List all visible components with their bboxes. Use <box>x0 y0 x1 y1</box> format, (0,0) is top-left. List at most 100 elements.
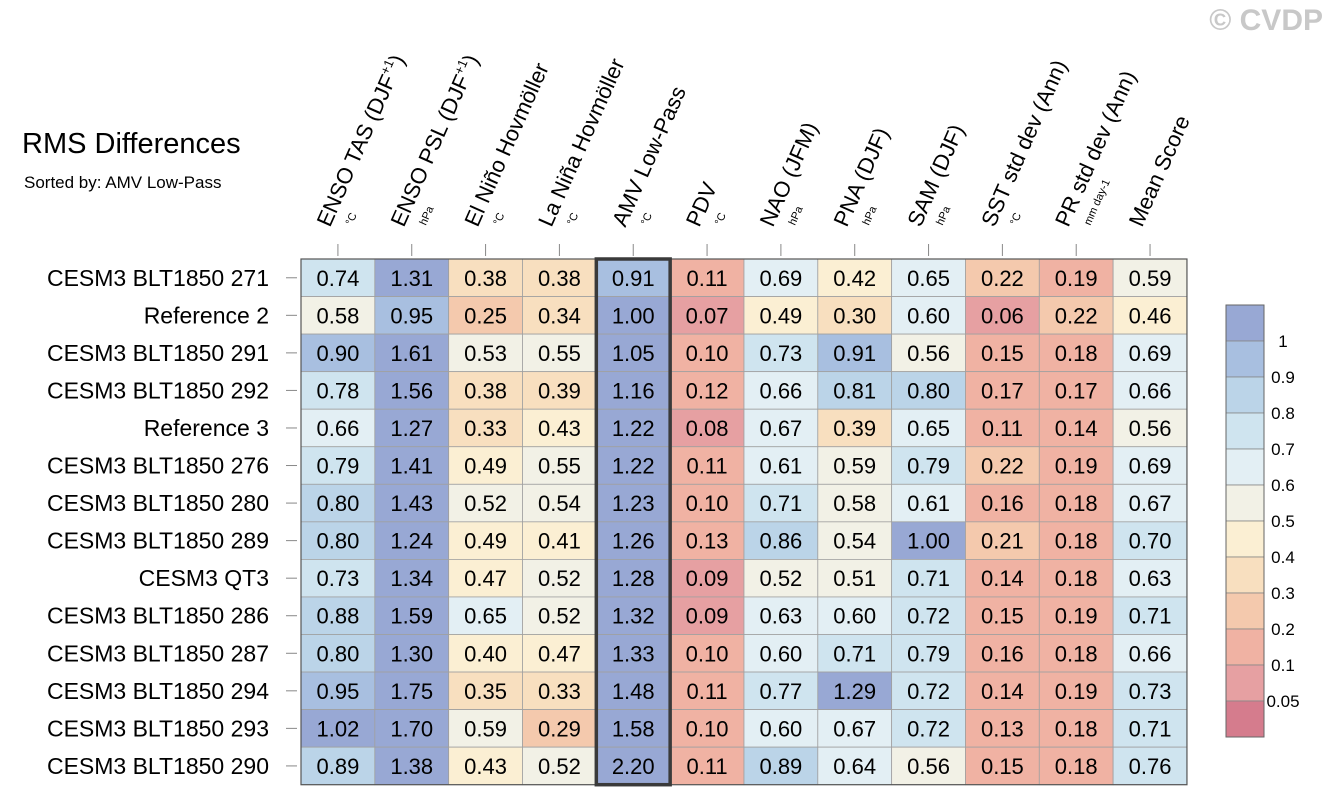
cell-value: 1.24 <box>390 529 433 554</box>
cell-value: 0.91 <box>833 341 876 366</box>
heatmap-cell <box>595 483 671 523</box>
heatmap-cell <box>743 709 819 748</box>
heatmap-cell <box>374 446 450 485</box>
heatmap-cell <box>1112 671 1188 710</box>
heatmap-cell <box>374 634 450 673</box>
heatmap-cell <box>817 559 893 598</box>
cell-value: 0.18 <box>1055 566 1098 591</box>
heatmap-cell <box>743 296 819 335</box>
heatmap-cell <box>1038 446 1114 485</box>
cell-value: 1.70 <box>390 716 433 741</box>
heatmap-cell <box>669 408 745 448</box>
cell-value: 0.63 <box>759 604 802 629</box>
cell-value: 1.00 <box>907 529 950 554</box>
cell-value: 0.47 <box>538 641 581 666</box>
cell-value: 0.52 <box>538 754 581 779</box>
cell-value: 0.10 <box>686 641 729 666</box>
heatmap-cell <box>522 596 597 635</box>
heatmap-cell <box>965 521 1040 560</box>
heatmap-cell <box>448 371 523 410</box>
heatmap-cell <box>300 746 376 786</box>
heatmap-cell <box>1038 709 1114 748</box>
cell-value: 0.18 <box>1055 491 1098 516</box>
colorbar-tick-label: 0.6 <box>1271 476 1295 495</box>
cell-value: 0.69 <box>759 266 802 291</box>
heatmap-cell <box>522 446 597 485</box>
column-unit: hPa <box>787 204 806 228</box>
column-unit: °C <box>713 211 729 227</box>
cell-value: 0.18 <box>1055 529 1098 554</box>
colorbar-box <box>1225 700 1265 738</box>
cell-value: 0.51 <box>833 566 876 591</box>
cell-value: 0.43 <box>464 754 507 779</box>
heatmap-cell <box>669 746 745 786</box>
row-label: CESM3 BLT1850 294 <box>47 678 269 704</box>
cell-value: 0.35 <box>464 679 507 704</box>
cell-value: 0.80 <box>317 641 360 666</box>
heatmap-cell <box>669 596 745 635</box>
cell-value: 0.64 <box>833 754 876 779</box>
heatmap-cell <box>669 371 745 410</box>
cell-value: 1.38 <box>390 754 433 779</box>
heatmap-cell <box>300 446 376 485</box>
cell-value: 0.09 <box>686 566 729 591</box>
heatmap-cell <box>965 746 1040 786</box>
heatmap-grid: 0.74 1.31 0.38 0.38 0.91 0.11 0.69 0.42 0.65 0.22… <box>300 258 1188 786</box>
column-unit: °C <box>344 211 360 227</box>
heatmap-cell <box>1112 258 1188 297</box>
cell-value: 0.79 <box>907 454 950 479</box>
colorbar-box <box>1225 520 1265 558</box>
heatmap-cell <box>1038 559 1114 598</box>
heatmap-cell <box>817 671 893 710</box>
cell-value: 1.16 <box>612 378 655 403</box>
heatmap-cell <box>448 709 523 748</box>
cell-value: 1.31 <box>390 266 433 291</box>
cell-value: 1.33 <box>612 641 655 666</box>
cell-value: 0.16 <box>981 641 1024 666</box>
column-label: PNA (DJF) <box>828 124 894 230</box>
heatmap-cell <box>669 521 745 560</box>
colorbar-box <box>1225 376 1265 414</box>
cell-value: 0.41 <box>538 529 581 554</box>
heatmap-cell <box>595 596 671 635</box>
cell-value: 0.38 <box>464 378 507 403</box>
heatmap-cell <box>522 408 597 448</box>
colorbar-tick-label: 0.1 <box>1271 656 1295 675</box>
cell-value: 0.40 <box>464 641 507 666</box>
heatmap-cell <box>669 446 745 485</box>
cell-value: 2.20 <box>612 754 655 779</box>
heatmap-cell <box>448 333 523 373</box>
heatmap-cell <box>595 671 671 710</box>
heatmap-cell <box>1038 596 1114 635</box>
heatmap-cell <box>1038 746 1114 786</box>
cell-value: 1.23 <box>612 491 655 516</box>
row-label: CESM3 BLT1850 292 <box>47 377 269 403</box>
cell-value: 0.30 <box>833 303 876 328</box>
cell-value: 0.61 <box>759 454 802 479</box>
cell-value: 1.75 <box>390 679 433 704</box>
cell-value: 0.66 <box>317 416 360 441</box>
cell-value: 0.11 <box>686 679 727 704</box>
cell-value: 0.59 <box>1129 266 1172 291</box>
heatmap-cell <box>595 296 671 335</box>
column-unit: °C <box>491 211 507 227</box>
cell-value: 0.14 <box>981 679 1024 704</box>
watermark: © CVDP <box>1209 4 1323 37</box>
heatmap-cell <box>817 446 893 485</box>
cell-value: 1.22 <box>612 416 655 441</box>
cell-value: 0.60 <box>759 716 802 741</box>
cell-value: 0.42 <box>833 266 876 291</box>
heatmap-cell <box>817 746 893 786</box>
colorbar-box <box>1225 592 1265 630</box>
cell-value: 1.00 <box>612 303 655 328</box>
heatmap-cell <box>522 746 597 786</box>
cell-value: 0.80 <box>317 529 360 554</box>
cell-value: 0.71 <box>833 641 876 666</box>
cell-value: 0.11 <box>686 266 727 291</box>
column-label: SAM (DJF) <box>902 121 969 231</box>
cell-value: 0.52 <box>538 566 581 591</box>
chart-subtitle: Sorted by: AMV Low-Pass <box>24 173 222 192</box>
heatmap-cell <box>448 634 523 673</box>
heatmap-cell <box>1038 371 1114 410</box>
